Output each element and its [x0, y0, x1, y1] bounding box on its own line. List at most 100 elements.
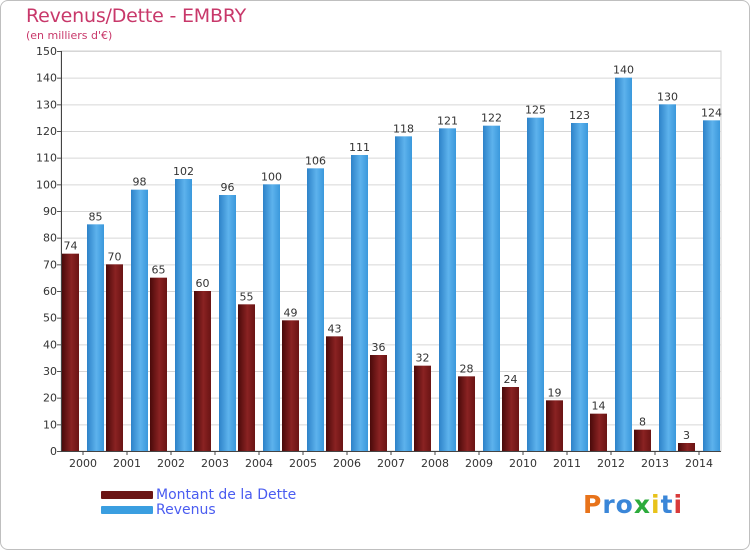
data-label-debt: 3 — [683, 429, 690, 442]
y-tick-label: 40 — [43, 338, 57, 351]
data-label-revenue: 122 — [481, 112, 502, 125]
bar-revenue — [395, 136, 412, 452]
bar-debt — [634, 429, 651, 451]
bar-revenue — [527, 117, 544, 452]
data-label-revenue: 111 — [349, 141, 370, 154]
data-label-revenue: 118 — [393, 122, 414, 135]
data-labels: 74 85 70 98 65 102 60 96 55 100 49 106 43 111 36 118 32 1… — [64, 64, 723, 442]
data-label-revenue: 125 — [525, 104, 546, 117]
x-tick-label: 2004 — [245, 457, 273, 470]
proxiti-logo: Proxiti — [583, 490, 683, 519]
data-label-debt: 55 — [240, 290, 254, 303]
x-tick-label: 2014 — [685, 457, 713, 470]
y-tick-label: 100 — [36, 178, 57, 191]
x-tick-label: 2001 — [113, 457, 141, 470]
x-tick-label: 2007 — [377, 457, 405, 470]
y-tick-label: 60 — [43, 285, 57, 298]
x-tick-label: 2010 — [509, 457, 537, 470]
data-label-revenue: 124 — [701, 106, 722, 119]
data-label-debt: 32 — [416, 352, 430, 365]
bar-debt — [194, 291, 211, 451]
y-tick-label: 90 — [43, 205, 57, 218]
logo-letter: i — [651, 490, 661, 519]
bar-debt — [458, 376, 475, 451]
bar-debt — [150, 277, 167, 451]
bar-revenue — [703, 120, 720, 451]
data-label-debt: 28 — [460, 362, 474, 375]
bar-revenue — [659, 104, 676, 451]
data-label-debt: 65 — [152, 264, 166, 277]
bars — [62, 77, 720, 452]
data-label-debt: 14 — [592, 400, 606, 413]
bar-revenue — [175, 179, 192, 451]
y-tick-label: 150 — [36, 45, 57, 58]
data-label-debt: 74 — [64, 240, 78, 253]
x-tick-label: 2006 — [333, 457, 361, 470]
legend-label-debt: Montant de la Dette — [156, 487, 297, 503]
data-label-debt: 70 — [108, 250, 122, 263]
x-tick-label: 2005 — [289, 457, 317, 470]
logo-letter: r — [602, 490, 616, 519]
data-label-debt: 60 — [196, 277, 210, 290]
axes: 0 10 20 30 40 50 60 70 80 90 100 110 120 130 140 150 200… — [36, 45, 721, 470]
data-label-revenue: 96 — [221, 181, 235, 194]
data-label-revenue: 102 — [173, 165, 194, 178]
bar-revenue — [615, 77, 632, 452]
bar-debt — [414, 365, 431, 451]
logo-letter: P — [583, 490, 603, 519]
bar-debt — [502, 387, 519, 451]
legend-label-revenue: Revenus — [156, 502, 216, 518]
logo-letter: x — [633, 490, 651, 519]
y-tick-label: 50 — [43, 312, 57, 325]
bar-revenue — [131, 189, 148, 451]
y-tick-label: 30 — [43, 365, 57, 378]
y-tick-label: 80 — [43, 232, 57, 245]
x-tick-label: 2002 — [157, 457, 185, 470]
bar-revenue — [307, 168, 324, 452]
bar-debt — [370, 355, 387, 451]
chart-subtitle: (en milliers d'€) — [26, 29, 113, 42]
logo-letter: i — [673, 490, 684, 519]
bar-revenue — [87, 224, 104, 451]
bar-debt — [546, 400, 563, 451]
bar-debt — [62, 253, 79, 451]
x-tick-label: 2011 — [553, 457, 581, 470]
logo-letter: t — [660, 490, 674, 519]
data-label-revenue: 100 — [261, 170, 282, 183]
bar-revenue — [571, 123, 588, 451]
x-tick-label: 2013 — [641, 457, 669, 470]
logo-letter: o — [615, 490, 634, 519]
x-tick-label: 2008 — [421, 457, 449, 470]
x-tick-label: 2003 — [201, 457, 229, 470]
x-tick-label: 2012 — [597, 457, 625, 470]
data-label-debt: 43 — [328, 322, 342, 335]
y-tick-label: 20 — [43, 392, 57, 405]
data-label-revenue: 98 — [133, 176, 147, 189]
y-tick-label: 70 — [43, 258, 57, 271]
bar-revenue — [439, 128, 456, 451]
bar-revenue — [219, 195, 236, 451]
y-tick-label: 110 — [36, 152, 57, 165]
bar-revenue — [351, 155, 368, 451]
bar-debt — [238, 304, 255, 451]
bar-debt — [282, 320, 299, 451]
x-tick-label: 2000 — [69, 457, 97, 470]
data-label-debt: 24 — [504, 373, 518, 386]
chart-title: Revenus/Dette - EMBRY — [26, 5, 247, 27]
data-label-revenue: 130 — [657, 90, 678, 103]
data-label-revenue: 121 — [437, 114, 458, 127]
bar-debt — [590, 413, 607, 451]
bar-revenue — [483, 125, 500, 452]
data-label-revenue: 140 — [613, 64, 634, 77]
bar-debt — [326, 336, 343, 451]
y-tick-label: 10 — [43, 418, 57, 431]
y-tick-label: 120 — [36, 125, 57, 138]
data-label-debt: 36 — [372, 341, 386, 354]
y-tick-label: 140 — [36, 72, 57, 85]
data-label-debt: 8 — [639, 416, 646, 429]
data-label-revenue: 123 — [569, 109, 590, 122]
y-tick-label: 0 — [50, 445, 57, 458]
legend-swatch-revenue — [101, 506, 153, 514]
